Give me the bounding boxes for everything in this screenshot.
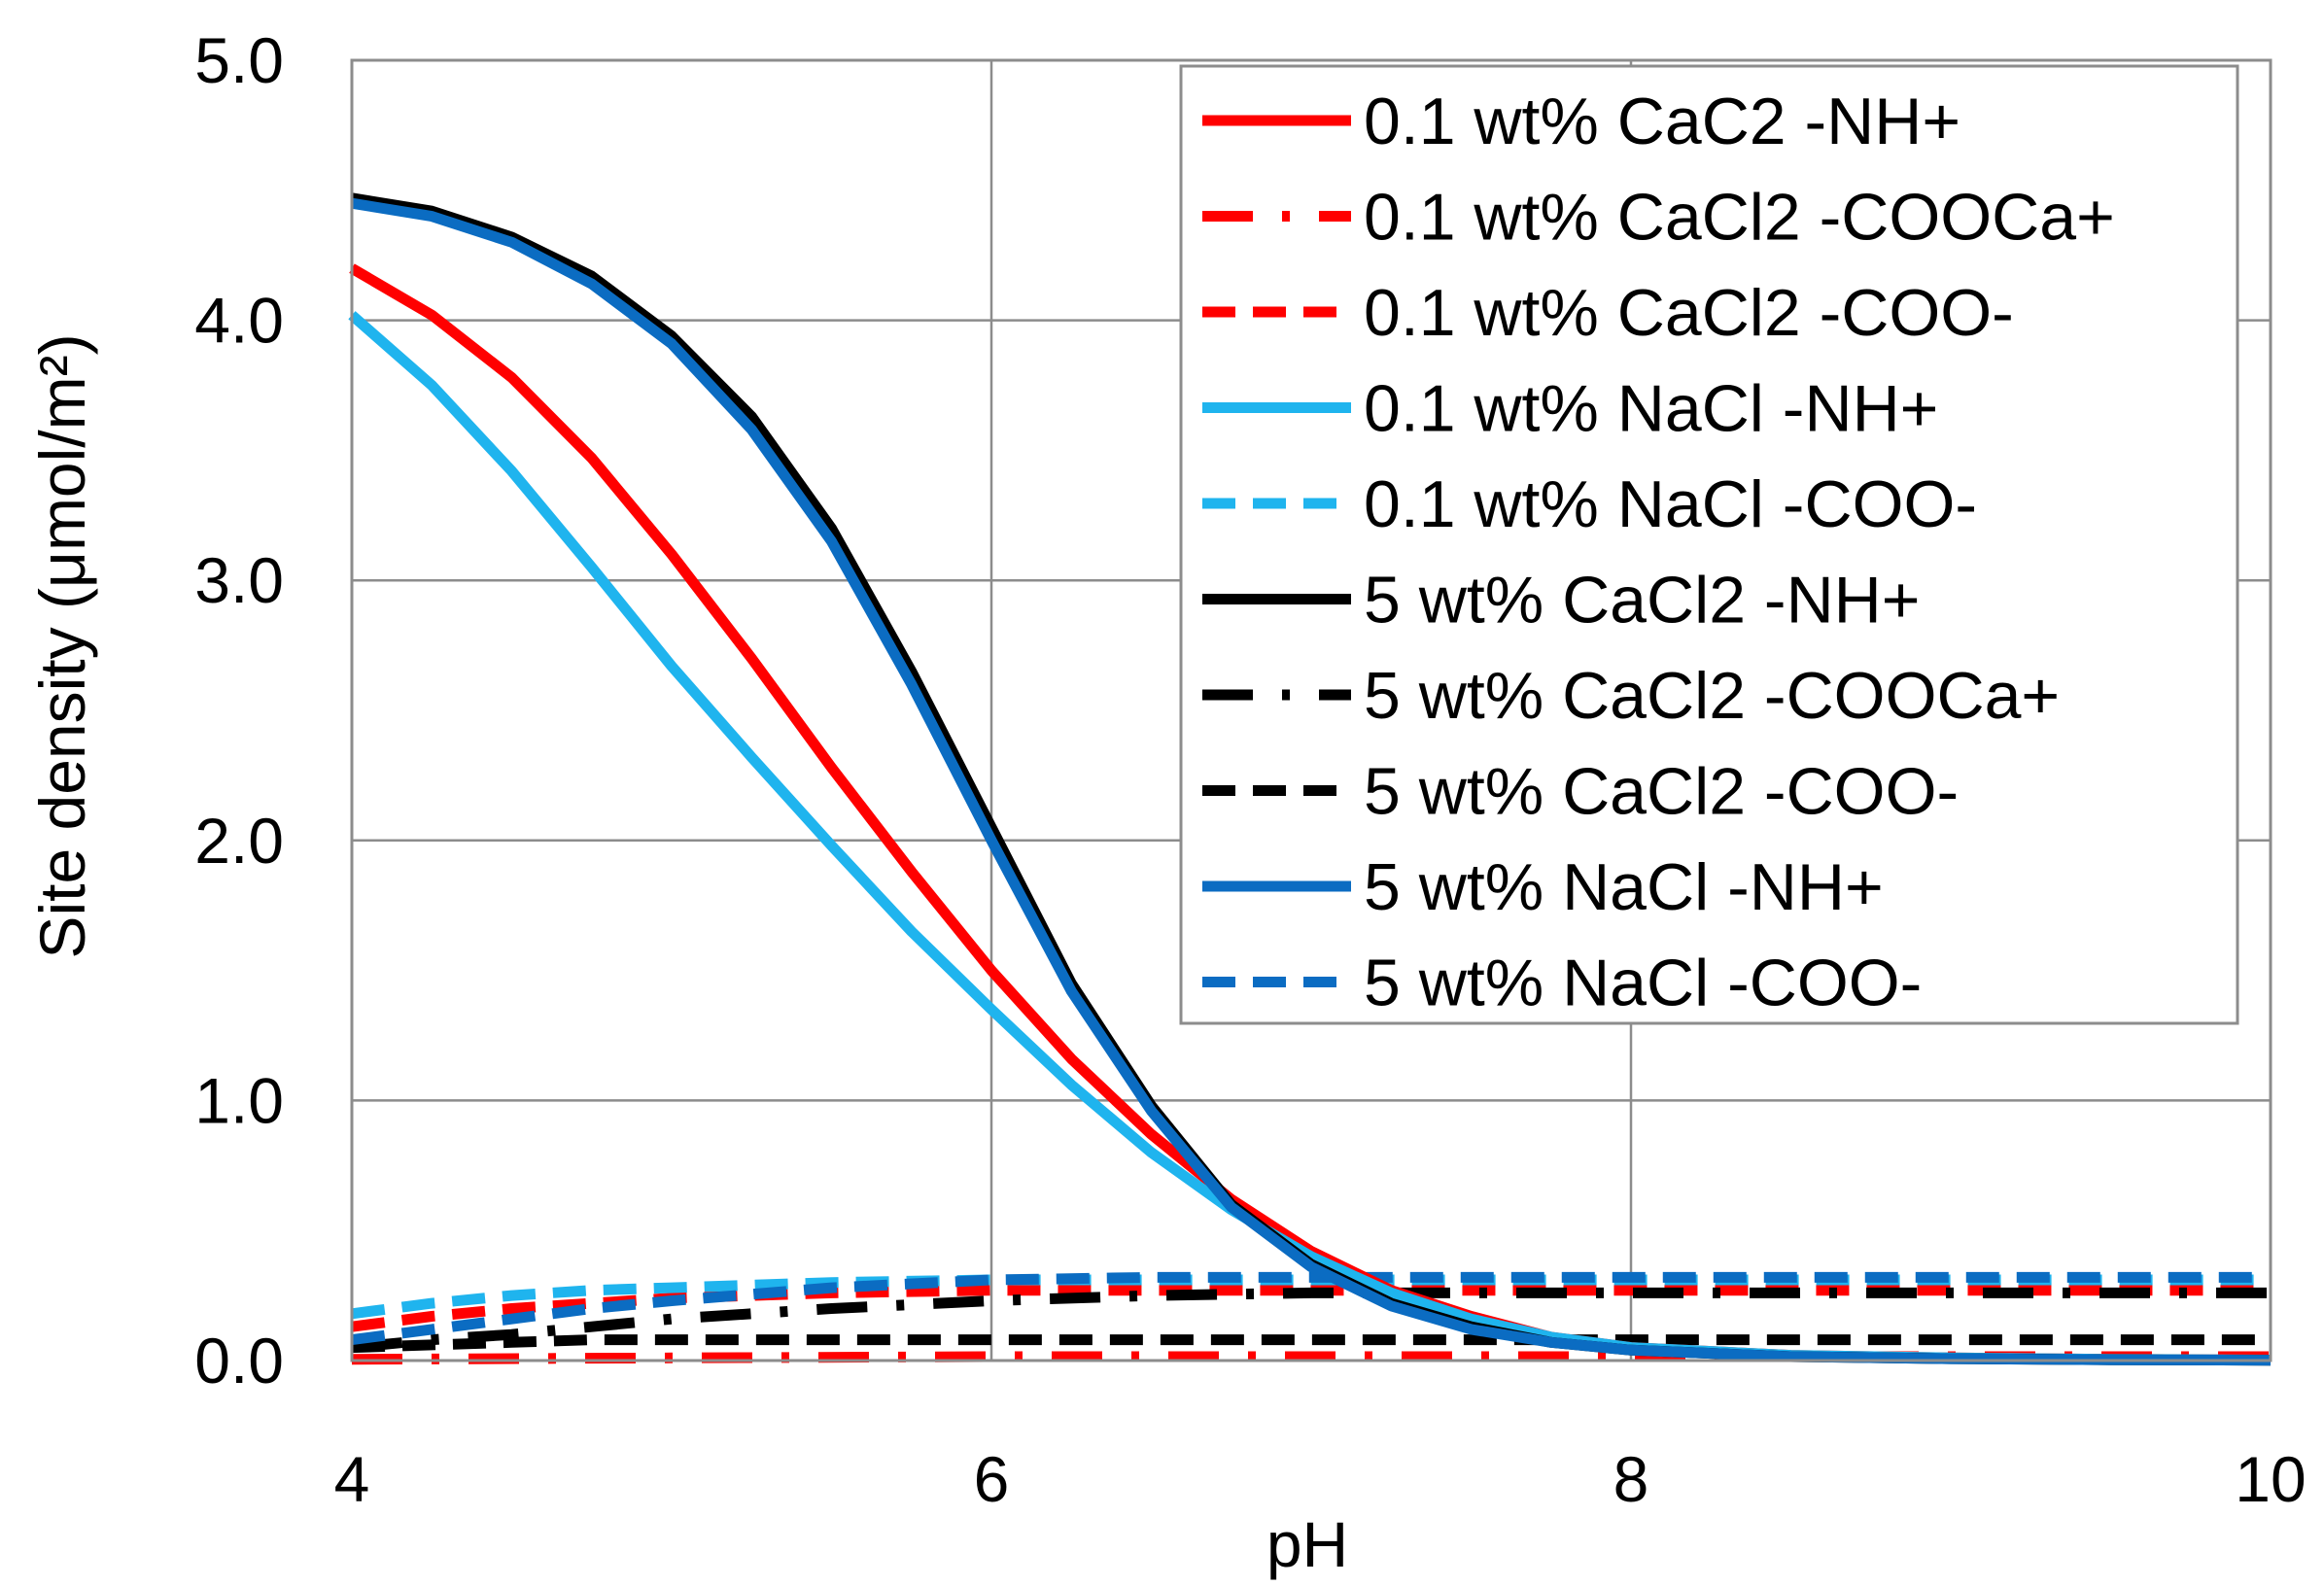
series-line-8 [351,197,2272,1366]
y-tick-label: 1.0 [194,1064,284,1136]
x-tick-label: 10 [2235,1443,2306,1515]
y-tick-labels: 0.0 1.0 2.0 3.0 4.0 5.0 [194,24,284,1396]
series-line-7 [351,1334,2271,1354]
y-tick-label: 2.0 [194,805,284,877]
x-tick-label: 4 [334,1443,370,1515]
legend-label-2: 0.1 wt% CaCl2 -COO- [1364,276,2014,350]
y-tick-label: 5.0 [194,24,284,96]
legend-label-4: 0.1 wt% NaCl -COO- [1364,467,1977,541]
y-axis-label: Site density (μmol/m²) [26,333,98,958]
legend-label-0: 0.1 wt% CaC2 -NH+ [1364,85,1960,158]
legend-label-5: 5 wt% CaCl2 -NH+ [1364,564,1921,638]
y-tick-label: 4.0 [194,285,284,357]
x-tick-label: 8 [1613,1443,1649,1515]
series-line-9 [351,1271,2271,1346]
series-lines [348,192,2272,1366]
legend-label-8: 5 wt% NaCl -NH+ [1364,850,1884,924]
legend-label-1: 0.1 wt% CaCl2 -COOCa+ [1364,181,2115,255]
plot-area-border [350,58,2272,1362]
series-line-2 [351,1285,2271,1332]
legend-label-7: 5 wt% CaCl2 -COO- [1364,755,1959,829]
legend: 0.1 wt% CaC2 -NH+ 0.1 wt% CaCl2 -COOCa+ 0.… [1179,64,2239,1025]
legend-label-6: 5 wt% CaCl2 -COOCa+ [1364,659,2060,733]
y-tick-label: 3.0 [194,544,284,616]
y-tick-label: 0.0 [194,1325,284,1396]
x-tick-label: 6 [974,1443,1010,1515]
x-axis-label: pH [1266,1508,1348,1580]
series-line-6 [351,1287,2271,1354]
legend-box [1179,64,2239,1025]
x-tick-labels: 4 6 8 10 [334,1443,2307,1515]
legend-label-3: 0.1 wt% NaCl -NH+ [1364,372,1938,446]
legend-label-9: 5 wt% NaCl -COO- [1364,947,1922,1020]
